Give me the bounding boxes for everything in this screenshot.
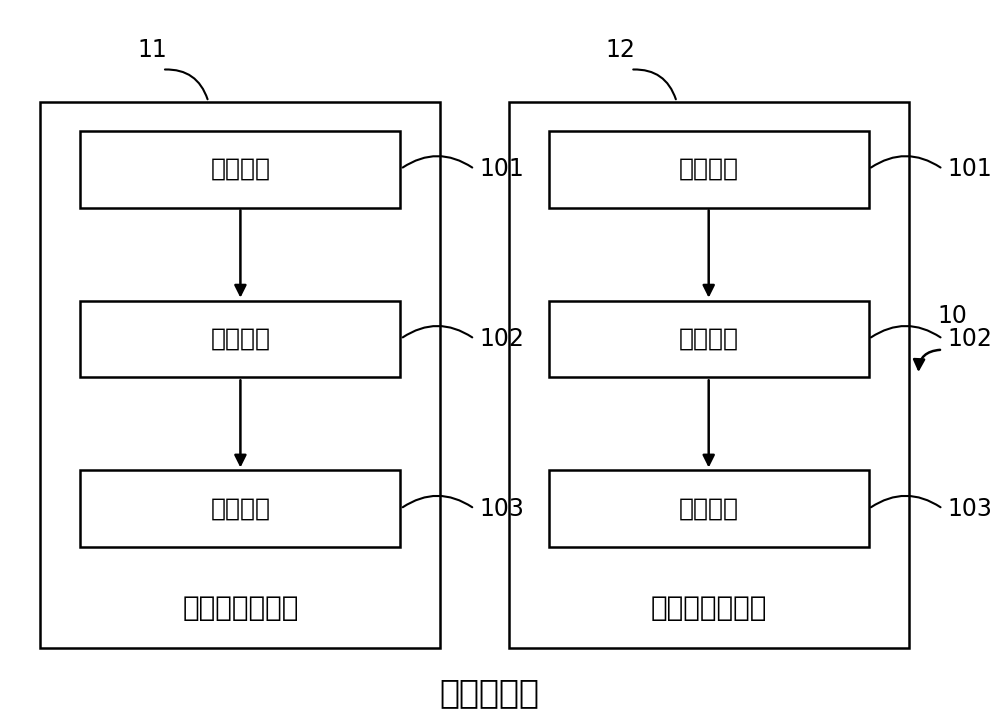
Bar [549,301,869,377]
Bar [549,131,869,208]
Bar [80,131,400,208]
Text: 能量转换器: 能量转换器 [439,676,539,709]
Bar [509,102,909,647]
Text: 传动部件: 传动部件 [210,157,270,181]
Text: 第一能量转换器: 第一能量转换器 [182,594,299,622]
Text: 11: 11 [138,38,167,63]
Text: 摩擦部件: 摩擦部件 [679,327,739,351]
Text: 发热部件: 发热部件 [210,497,270,521]
Text: 102: 102 [948,327,993,351]
Text: 103: 103 [948,497,993,521]
Text: 12: 12 [606,38,636,63]
Text: 传动部件: 传动部件 [679,157,739,181]
Text: 103: 103 [479,497,524,521]
Bar [80,470,400,547]
Text: 摩擦部件: 摩擦部件 [210,327,270,351]
Text: 发热部件: 发热部件 [679,497,739,521]
Text: 102: 102 [479,327,524,351]
Text: 101: 101 [948,157,992,181]
Bar [80,301,400,377]
Text: 101: 101 [479,157,524,181]
Bar [549,470,869,547]
Text: 10: 10 [938,304,968,328]
Bar [40,102,440,647]
Text: 第二能量转换器: 第二能量转换器 [651,594,767,622]
